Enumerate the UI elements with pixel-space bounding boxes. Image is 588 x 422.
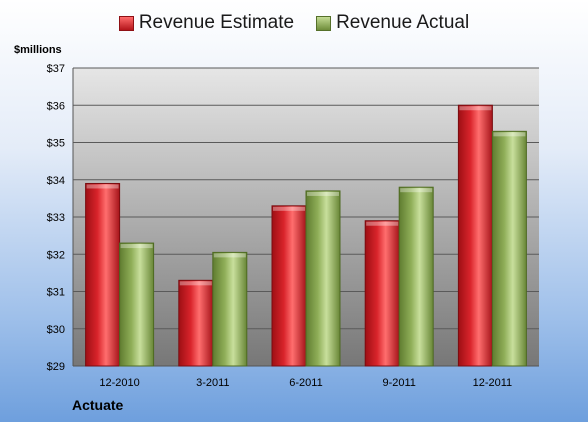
x-tick-label: 6-2011	[289, 377, 322, 389]
y-tick-label: $29	[47, 361, 65, 373]
y-tick-label: $32	[47, 249, 65, 261]
bar-actual	[398, 186, 434, 367]
bar-estimate-highlight	[86, 184, 119, 189]
bar-actual	[491, 130, 527, 367]
x-tick-label: 12-2011	[473, 377, 513, 389]
y-tick-label: $33	[47, 212, 65, 224]
bar-actual-highlight	[213, 253, 246, 258]
legend-label-actual: Revenue Actual	[336, 12, 470, 33]
bar-estimate-highlight	[459, 106, 492, 111]
x-tick-label: 9-2011	[382, 377, 415, 389]
bar-estimate-highlight	[179, 281, 212, 286]
bar-estimate-highlight	[273, 206, 305, 211]
x-tick-label: 12-2010	[99, 377, 139, 389]
y-tick-label: $30	[47, 324, 65, 336]
bar-actual-highlight	[307, 191, 339, 196]
y-tick-label: $37	[47, 63, 65, 75]
y-axis-label: $millions	[14, 44, 62, 56]
legend-label-estimate: Revenue Estimate	[138, 12, 295, 33]
bar-actual	[212, 251, 248, 367]
legend-swatch-actual	[316, 15, 332, 31]
bar-actual-highlight	[120, 244, 153, 249]
legend-swatch-estimate	[118, 15, 134, 31]
bar-estimate	[457, 104, 493, 367]
chart-footer-company: Actuate	[72, 397, 124, 413]
y-tick-label: $31	[47, 287, 65, 299]
legend: Revenue Estimate Revenue Actual	[0, 12, 588, 34]
legend-item-estimate: Revenue Estimate	[118, 12, 295, 34]
bar-actual	[119, 242, 155, 367]
y-tick-label: $36	[47, 100, 65, 112]
bar-estimate	[178, 279, 214, 367]
bar-actual	[305, 190, 341, 367]
bar-estimate	[364, 220, 400, 367]
legend-item-actual: Revenue Actual	[316, 12, 469, 34]
y-tick-label: $34	[47, 175, 65, 187]
bar-estimate	[271, 205, 307, 367]
x-tick-label: 3-2011	[196, 377, 229, 389]
bar-actual-highlight	[400, 188, 433, 193]
y-tick-label: $35	[47, 138, 65, 150]
bar-estimate-highlight	[366, 221, 399, 226]
bar-actual-highlight	[493, 132, 526, 137]
bar-estimate	[85, 182, 121, 367]
